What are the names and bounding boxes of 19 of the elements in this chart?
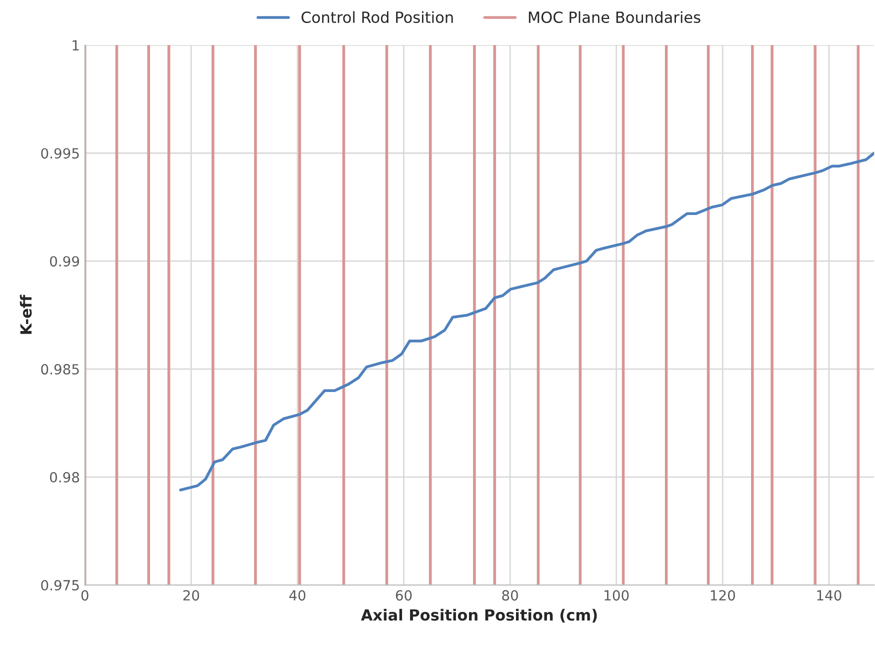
x-tick-label: 80 bbox=[502, 590, 518, 601]
y-tick-label: 0.99 bbox=[50, 256, 80, 267]
x-tick-label: 40 bbox=[289, 590, 306, 601]
x-tick-label: 60 bbox=[396, 590, 412, 601]
legend-label: Control Rod Position bbox=[302, 11, 453, 24]
y-tick-label: 0.985 bbox=[41, 364, 79, 375]
x-axis-title: Axial Position Position (cm) bbox=[360, 608, 597, 622]
y-tick-label: 0.975 bbox=[41, 580, 79, 590]
legend-label: MOC Plane Boundaries bbox=[528, 11, 700, 24]
y-tick-label: 0.995 bbox=[41, 148, 79, 159]
line-series bbox=[179, 152, 874, 492]
x-tick-label: 120 bbox=[710, 590, 735, 601]
y-axis-title: K-eff bbox=[20, 294, 32, 334]
x-tick-label: 20 bbox=[183, 590, 200, 601]
x-tick-label: 0 bbox=[81, 590, 88, 601]
x-tick-label: 100 bbox=[604, 590, 629, 601]
x-tick-label: 140 bbox=[817, 590, 842, 601]
y-tick-label: 1 bbox=[72, 40, 79, 50]
y-tick-label: 0.98 bbox=[50, 472, 80, 483]
